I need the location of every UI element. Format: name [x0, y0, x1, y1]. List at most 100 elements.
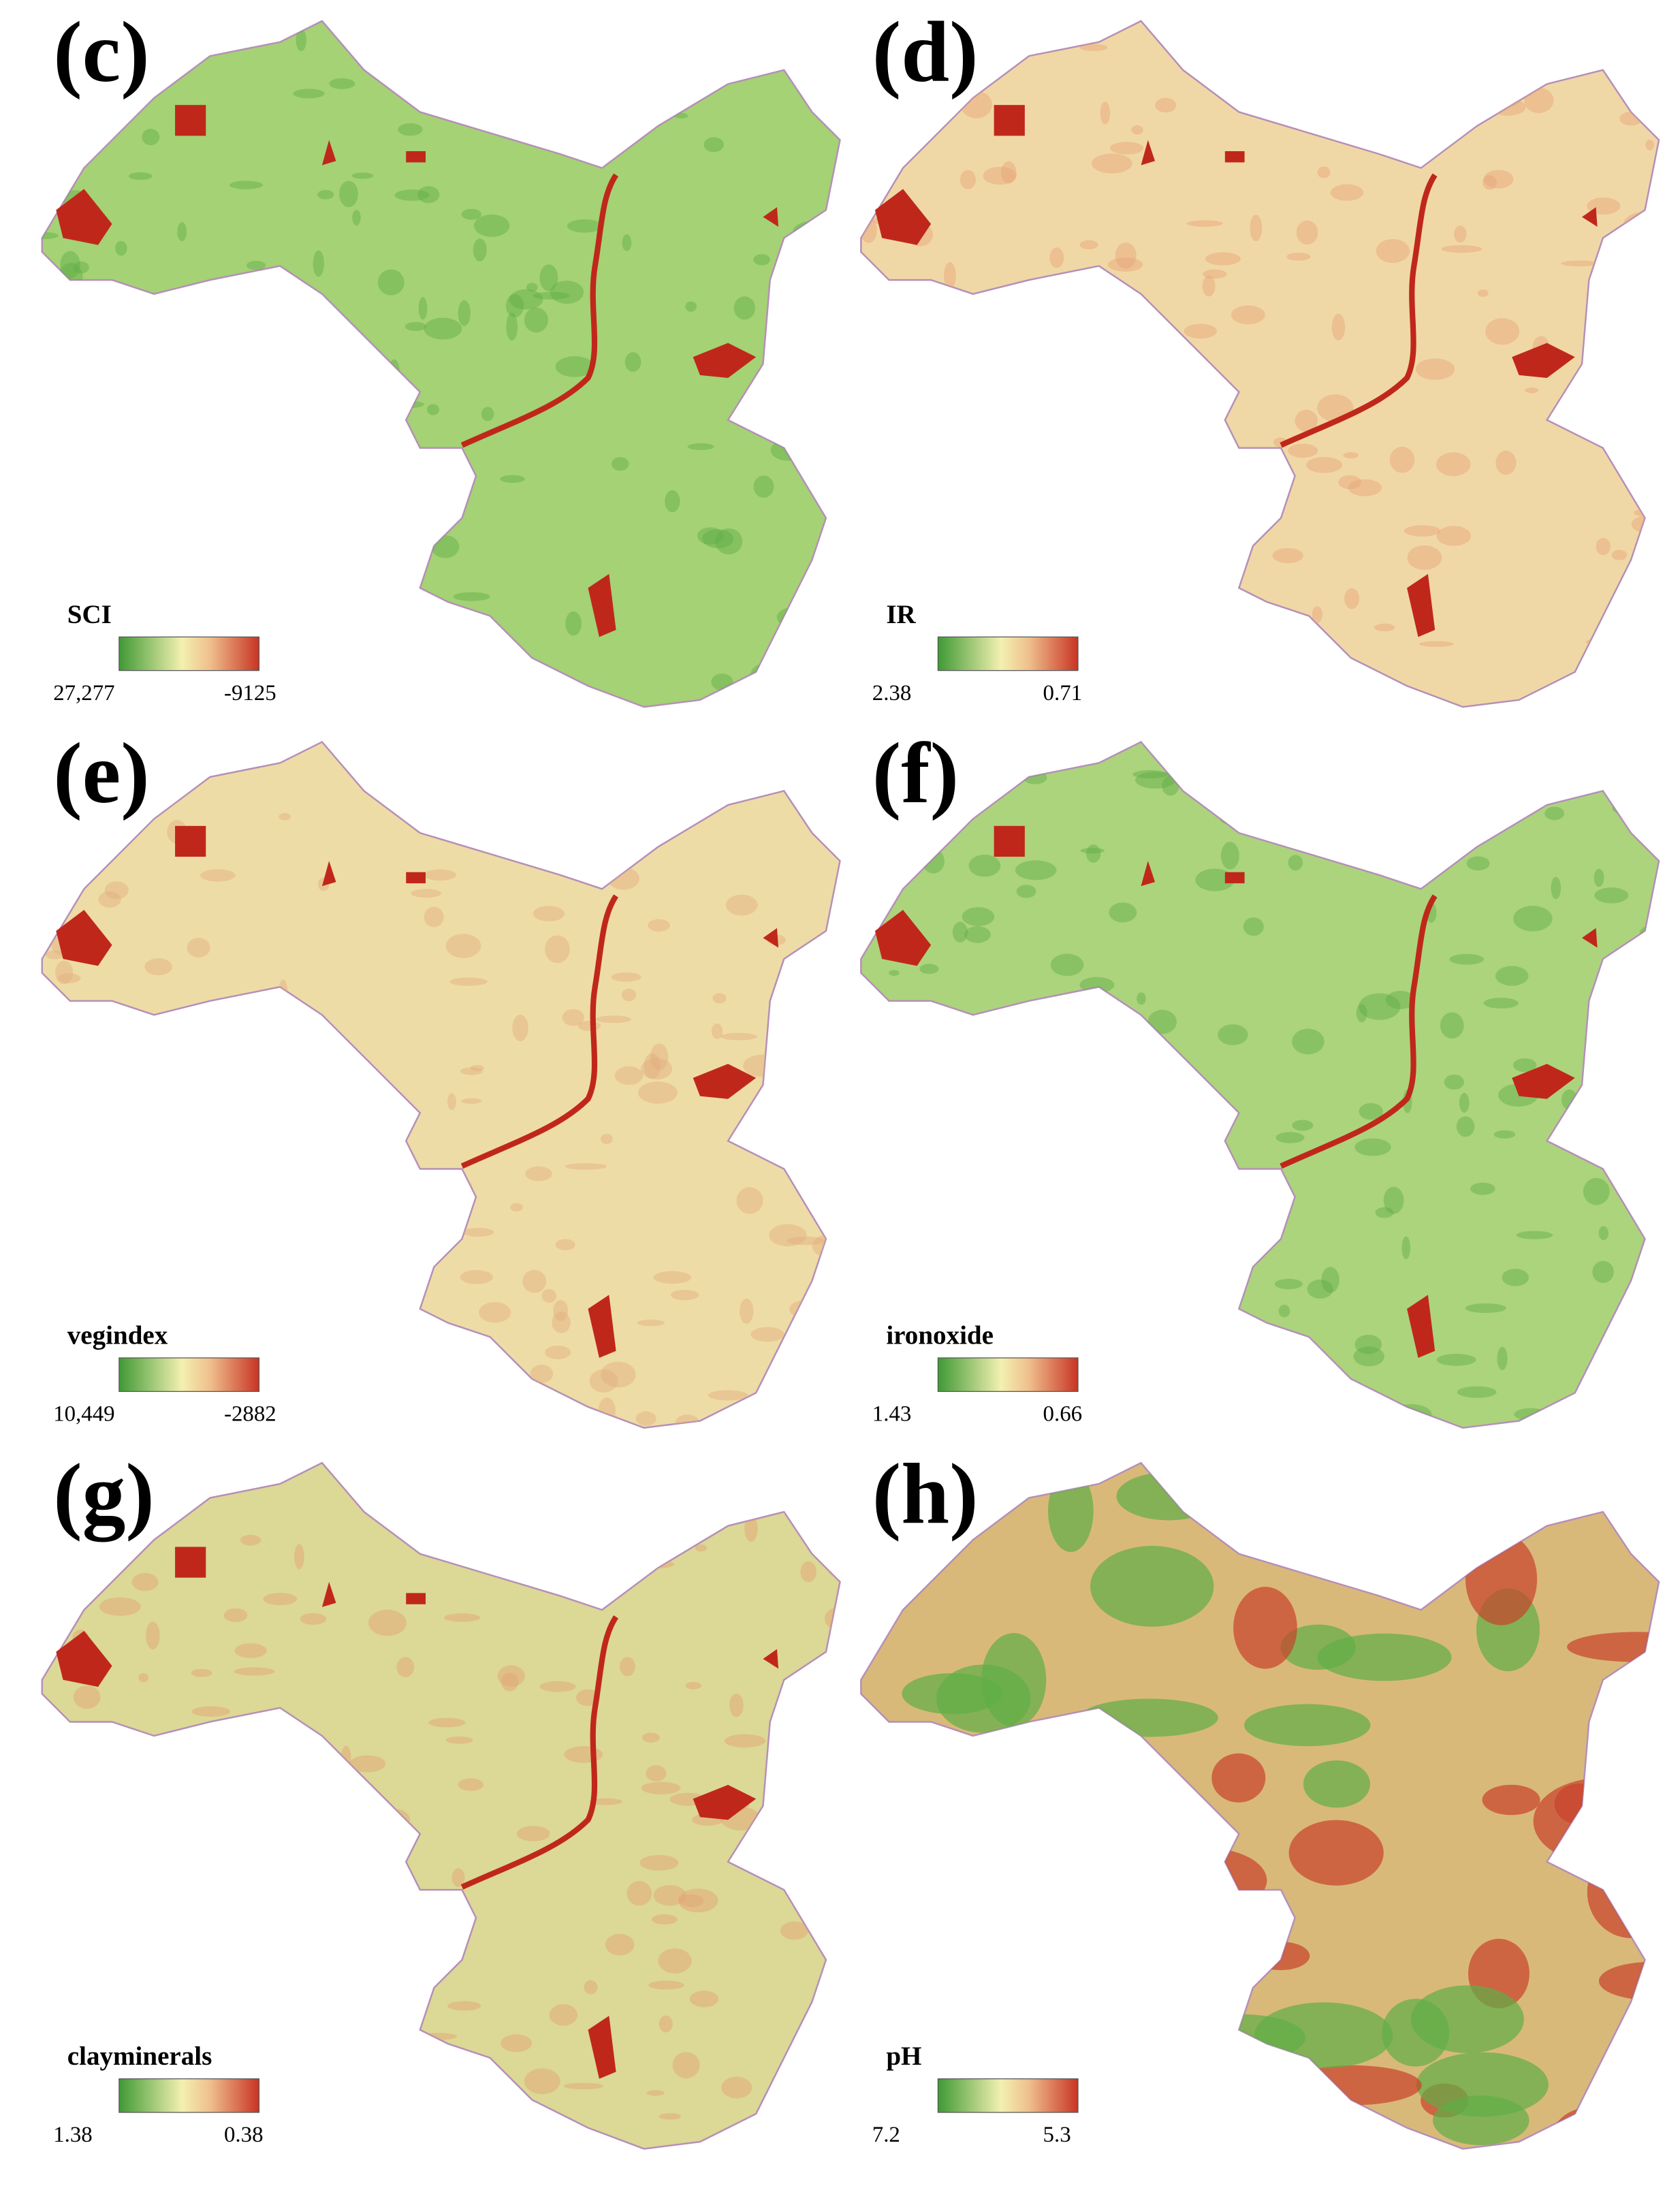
- texture-patch: [481, 407, 494, 422]
- texture-patch: [769, 1224, 807, 1247]
- texture-patch: [105, 360, 128, 370]
- texture-patch: [426, 404, 440, 415]
- texture-patch: [1525, 387, 1539, 394]
- texture-patch: [42, 562, 85, 571]
- texture-patch: [1028, 1913, 1109, 1999]
- texture-patch: [810, 1491, 837, 1520]
- texture-patch: [968, 855, 1001, 877]
- texture-patch: [711, 1023, 723, 1039]
- texture-patch: [659, 2113, 681, 2120]
- texture-patch: [1594, 887, 1629, 904]
- texture-patch: [387, 683, 426, 699]
- texture-patch: [217, 1329, 246, 1347]
- texture-patch: [42, 400, 69, 423]
- texture-patch: [392, 2004, 415, 2023]
- texture-patch: [589, 1369, 618, 1393]
- texture-patch: [1103, 390, 1128, 402]
- texture-patch: [1623, 212, 1660, 240]
- texture-patch: [650, 1043, 669, 1071]
- texture-patch: [868, 527, 900, 548]
- texture-patch: [80, 123, 93, 142]
- texture-patch: [61, 1067, 83, 1087]
- texture-patch: [382, 2007, 414, 2027]
- texture-patch: [278, 979, 288, 1007]
- texture-patch: [413, 1528, 452, 1548]
- texture-patch: [703, 137, 724, 153]
- map-panel: (e) vegindex 10,449 -2882: [41, 725, 841, 1429]
- texture-patch: [1295, 409, 1318, 432]
- texture-patch: [461, 1098, 482, 1105]
- texture-patch: [564, 21, 573, 31]
- texture-patch: [648, 919, 671, 932]
- map-panel: (c) SCI 27,277 -9125: [41, 3, 841, 708]
- texture-patch: [641, 1058, 673, 1080]
- texture-patch: [54, 1039, 88, 1049]
- texture-patch: [1502, 1269, 1529, 1286]
- texture-patch: [894, 1824, 1004, 1886]
- texture-patch: [544, 1584, 573, 1591]
- texture-patch: [223, 1608, 248, 1623]
- panel-label: (e): [53, 725, 149, 821]
- texture-patch: [352, 210, 361, 226]
- texture-patch: [1085, 844, 1101, 863]
- texture-patch: [1523, 87, 1554, 114]
- texture-patch: [155, 562, 183, 582]
- texture-patch: [522, 1269, 547, 1293]
- texture-patch: [870, 1757, 971, 1823]
- texture-patch: [272, 1283, 311, 1294]
- texture-patch: [481, 2112, 500, 2137]
- legend-ramp: [937, 1357, 1079, 1392]
- texture-patch: [928, 1114, 957, 1128]
- texture-patch: [822, 1115, 840, 1143]
- texture-patch: [460, 1269, 493, 1284]
- legend-ramp: [118, 1357, 260, 1392]
- texture-patch: [1074, 1115, 1083, 1125]
- texture-patch: [733, 296, 755, 320]
- texture-patch: [534, 83, 546, 97]
- texture-patch: [1389, 446, 1415, 473]
- legend-ramp: [118, 2078, 260, 2113]
- texture-patch: [825, 1172, 840, 1200]
- legend-max: 0.71: [1043, 681, 1083, 705]
- texture-patch: [1079, 977, 1115, 994]
- texture-patch: [655, 1475, 688, 1504]
- texture-patch: [637, 1081, 678, 1104]
- texture-patch: [390, 390, 399, 414]
- texture-patch: [545, 1345, 571, 1360]
- texture-patch: [187, 938, 210, 958]
- texture-patch: [142, 129, 160, 146]
- texture-patch: [1199, 22, 1241, 35]
- texture-patch: [1354, 1334, 1382, 1354]
- texture-patch: [777, 1785, 806, 1796]
- texture-patch: [1632, 1177, 1649, 1191]
- texture-patch: [1567, 1632, 1660, 1662]
- texture-patch: [138, 1672, 149, 1683]
- texture-patch: [1181, 22, 1191, 32]
- texture-patch: [1594, 868, 1604, 887]
- texture-patch: [73, 1685, 101, 1709]
- texture-patch: [708, 1390, 748, 1401]
- texture-patch: [1658, 831, 1660, 842]
- texture-patch: [1495, 966, 1529, 986]
- texture-patch: [516, 1826, 550, 1841]
- texture-patch: [1195, 1951, 1243, 2030]
- texture-patch: [257, 278, 297, 300]
- texture-patch: [307, 449, 319, 466]
- texture-patch: [607, 867, 639, 890]
- texture-patch: [125, 1098, 135, 1124]
- texture-patch: [1465, 1303, 1506, 1314]
- texture-patch: [451, 1868, 465, 1888]
- texture-patch: [995, 483, 1032, 494]
- texture-patch: [1191, 443, 1207, 470]
- texture-patch: [931, 1404, 945, 1412]
- texture-patch: [868, 1965, 917, 2047]
- texture-patch: [774, 1790, 786, 1804]
- legend-max: -2882: [224, 1401, 276, 1426]
- texture-patch: [234, 1643, 267, 1658]
- texture-patch: [1048, 1470, 1094, 1553]
- texture-patch: [428, 1717, 466, 1728]
- texture-patch: [1067, 603, 1109, 621]
- texture-patch: [530, 1364, 554, 1383]
- texture-patch: [1000, 26, 1021, 50]
- texture-patch: [112, 565, 151, 577]
